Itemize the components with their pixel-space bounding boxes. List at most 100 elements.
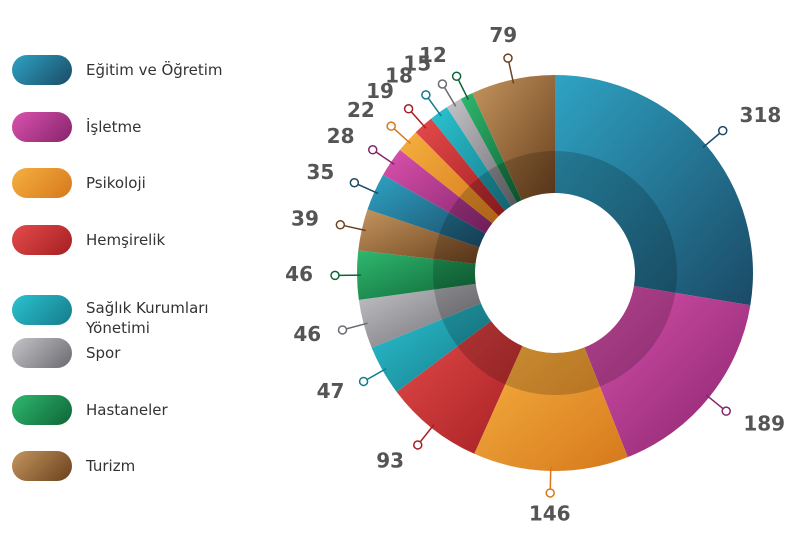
value-label: 146 xyxy=(529,501,571,525)
leader-line xyxy=(344,224,366,232)
leader-dot xyxy=(386,121,396,131)
legend-swatch xyxy=(12,168,72,198)
leader-dot xyxy=(413,440,423,450)
leader-dot xyxy=(421,90,431,100)
slice-shade xyxy=(488,165,517,207)
leader-line xyxy=(375,151,395,165)
legend-label: Hastaneler xyxy=(86,401,168,419)
value-label: 18 xyxy=(385,64,413,88)
legend-swatch xyxy=(12,338,72,368)
legend-label: İşletme xyxy=(86,118,142,136)
slice xyxy=(555,75,753,306)
leader-dot xyxy=(718,125,728,136)
leader-line xyxy=(705,394,724,410)
leader-line xyxy=(508,61,515,84)
slice xyxy=(367,174,486,248)
slice-shade xyxy=(478,170,512,211)
slice xyxy=(358,209,480,264)
leader-dot xyxy=(437,79,448,89)
slice xyxy=(474,346,628,471)
leader-line xyxy=(702,132,721,149)
legend-label: Turizm xyxy=(86,457,136,475)
slice-shade xyxy=(439,212,486,248)
slice xyxy=(431,107,512,211)
slice xyxy=(396,321,523,454)
slice-shade xyxy=(442,303,492,347)
leader-line xyxy=(393,128,412,145)
value-label: 15 xyxy=(403,52,431,76)
value-label: 46 xyxy=(285,262,313,286)
leader-dot xyxy=(349,178,360,188)
legend-swatch xyxy=(12,395,72,425)
slice-shade xyxy=(432,259,476,290)
slice xyxy=(446,98,517,207)
slice-shade xyxy=(433,233,480,264)
legend-swatch xyxy=(12,112,72,142)
legend-item: Psikoloji xyxy=(12,168,246,198)
legend-item: Hastaneler xyxy=(12,395,246,425)
slice-shade xyxy=(555,151,677,293)
slice xyxy=(357,250,476,300)
value-label: 39 xyxy=(291,206,319,230)
legend-item: Spor xyxy=(12,338,246,368)
leader-line xyxy=(357,183,379,195)
slice xyxy=(371,303,492,392)
leader-dot xyxy=(330,270,340,281)
leader-dot xyxy=(367,145,378,155)
slice-shade xyxy=(449,197,493,234)
value-label: 35 xyxy=(306,160,334,184)
leader-line xyxy=(419,424,435,443)
value-label: 79 xyxy=(489,23,517,47)
slice xyxy=(460,93,522,203)
legend-item: Hemşirelik xyxy=(12,225,246,255)
value-label: 93 xyxy=(376,449,404,473)
value-label: 47 xyxy=(317,379,345,403)
leader-dot xyxy=(335,220,346,230)
leader-line xyxy=(427,97,442,117)
legend-swatch xyxy=(12,55,72,85)
value-label: 46 xyxy=(293,322,321,346)
slice xyxy=(382,149,493,234)
slice-shade xyxy=(434,283,481,320)
value-label: 19 xyxy=(366,79,394,103)
legend-swatch xyxy=(12,295,72,325)
legend-label: Psikoloji xyxy=(86,174,146,192)
legend-item: Sağlık Kurumları Yönetimi xyxy=(12,282,246,338)
slice xyxy=(358,283,481,348)
slice xyxy=(584,286,751,458)
legend-label: Hemşirelik xyxy=(86,231,166,249)
leader-line xyxy=(410,111,427,129)
slice xyxy=(472,75,555,201)
leader-line xyxy=(457,79,469,100)
leader-line xyxy=(346,322,368,330)
value-label: 318 xyxy=(740,103,782,127)
legend-item: Turizm xyxy=(12,451,246,481)
legend-label: Sağlık Kurumları Yönetimi xyxy=(86,299,209,337)
slice xyxy=(415,118,505,217)
value-label: 28 xyxy=(327,124,355,148)
legend-label: Eğitim ve Öğretim xyxy=(86,61,223,79)
slice-shade xyxy=(504,151,555,201)
slice-shade xyxy=(505,346,600,395)
leader-dot xyxy=(503,53,513,63)
legend-label: Spor xyxy=(86,344,121,362)
legend-swatch xyxy=(12,451,72,481)
leader-dot xyxy=(451,71,462,81)
slice-shade xyxy=(457,321,523,385)
slice-shade xyxy=(469,177,505,217)
leader-line xyxy=(366,367,387,381)
value-label: 22 xyxy=(347,98,375,122)
value-label: 12 xyxy=(419,43,447,67)
leader-dot xyxy=(545,488,555,498)
leader-dot xyxy=(403,104,414,114)
slice-shade xyxy=(496,162,522,203)
legend-item: Eğitim ve Öğretim xyxy=(12,55,246,85)
leader-dot xyxy=(337,325,348,335)
leader-dot xyxy=(721,406,731,416)
value-label: 189 xyxy=(743,411,785,435)
slice-shade xyxy=(584,286,676,387)
slice-shade xyxy=(459,186,499,224)
leader-dot xyxy=(358,376,369,387)
